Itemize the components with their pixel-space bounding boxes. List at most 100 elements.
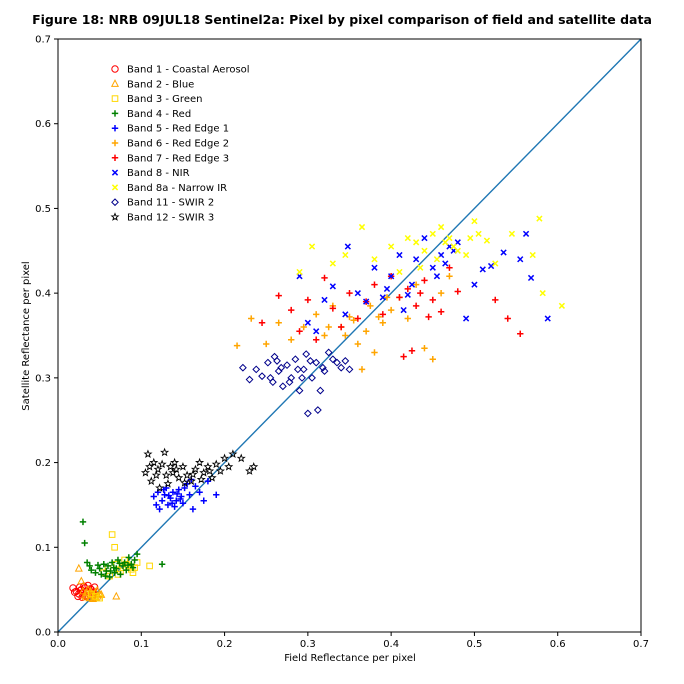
point-series-7-22 bbox=[429, 296, 436, 304]
point-series-2-15 bbox=[93, 585, 102, 594]
point-series-6-7 bbox=[312, 311, 320, 318]
point-series-7-19 bbox=[408, 347, 416, 354]
point-series-5-25 bbox=[213, 491, 220, 498]
point-series-4-5 bbox=[88, 566, 95, 574]
point-series-9-1 bbox=[296, 268, 303, 276]
point-series-10-22 bbox=[324, 348, 333, 357]
point-series-7-9 bbox=[337, 323, 345, 331]
point-series-8-26 bbox=[517, 256, 524, 263]
point-series-4-31 bbox=[131, 556, 138, 564]
y-tick-label-4: 0.4 bbox=[35, 289, 51, 300]
point-series-6-2 bbox=[248, 315, 255, 322]
point-series-1-21 bbox=[70, 588, 79, 596]
legend-marker-7 bbox=[111, 154, 119, 161]
x-tick-label-1: 0.1 bbox=[133, 639, 149, 650]
point-series-8-12 bbox=[388, 273, 395, 280]
legend-marker-3 bbox=[111, 95, 119, 102]
point-series-10-31 bbox=[293, 365, 302, 374]
point-series-10-34 bbox=[273, 357, 281, 365]
point-series-2-17 bbox=[97, 590, 106, 598]
point-series-10-4 bbox=[258, 372, 266, 381]
point-series-10-6 bbox=[268, 378, 277, 386]
point-series-5-12 bbox=[173, 497, 180, 504]
legend-marker-4 bbox=[111, 110, 119, 117]
point-series-8-10 bbox=[371, 264, 378, 271]
point-series-5-8 bbox=[164, 501, 172, 509]
point-series-8-7 bbox=[344, 243, 351, 250]
point-series-10-12 bbox=[291, 355, 300, 364]
point-series-9-8 bbox=[404, 234, 411, 242]
point-series-4-23 bbox=[129, 564, 137, 571]
point-series-6-17 bbox=[387, 306, 395, 314]
point-series-4-11 bbox=[104, 562, 112, 570]
point-series-7-24 bbox=[446, 264, 453, 271]
point-series-4-24 bbox=[133, 550, 141, 558]
x-tick-label-3: 0.3 bbox=[300, 639, 316, 650]
point-series-10-27 bbox=[345, 365, 354, 374]
point-series-8-24 bbox=[487, 262, 495, 270]
point-series-6-8 bbox=[321, 332, 328, 339]
point-series-7-14 bbox=[379, 311, 387, 318]
point-series-7-30 bbox=[425, 313, 432, 321]
point-series-10-16 bbox=[303, 409, 312, 418]
point-series-8-6 bbox=[342, 311, 349, 318]
point-series-5-11 bbox=[171, 503, 178, 510]
point-series-11-35 bbox=[188, 469, 198, 479]
point-series-7-18 bbox=[404, 285, 411, 293]
point-series-10-33 bbox=[318, 363, 327, 372]
point-series-11-4 bbox=[146, 476, 156, 486]
point-series-9-7 bbox=[388, 243, 395, 250]
point-series-2-1 bbox=[74, 563, 83, 572]
point-series-7-5 bbox=[304, 296, 312, 304]
legend-label-4: Band 4 - Red bbox=[127, 109, 191, 120]
point-series-6-6 bbox=[300, 323, 307, 331]
point-series-6-29 bbox=[325, 323, 332, 331]
point-series-5-5 bbox=[158, 497, 166, 504]
point-series-5-26 bbox=[165, 492, 172, 499]
point-series-9-23 bbox=[539, 290, 546, 297]
point-series-10-28 bbox=[266, 373, 275, 382]
point-series-11-20 bbox=[190, 464, 200, 474]
point-series-6-12 bbox=[354, 340, 362, 348]
point-series-4-6 bbox=[92, 569, 99, 576]
point-series-11-34 bbox=[180, 478, 190, 487]
point-series-4-17 bbox=[117, 571, 124, 578]
point-series-9-26 bbox=[450, 243, 457, 250]
point-series-7-3 bbox=[288, 306, 295, 314]
point-series-9-5 bbox=[358, 223, 366, 231]
point-series-9-20 bbox=[508, 230, 516, 237]
point-series-6-23 bbox=[437, 289, 445, 297]
point-series-10-13 bbox=[295, 386, 304, 395]
y-tick-label-6: 0.6 bbox=[35, 119, 51, 130]
point-series-9-22 bbox=[536, 215, 543, 222]
point-series-6-30 bbox=[375, 313, 382, 321]
point-series-6-22 bbox=[429, 356, 436, 363]
point-series-8-3 bbox=[313, 328, 320, 335]
y-tick-label-7: 0.7 bbox=[35, 35, 51, 46]
point-series-10-14 bbox=[299, 365, 308, 374]
point-series-6-21 bbox=[421, 345, 428, 352]
point-series-11-12 bbox=[163, 478, 173, 488]
point-series-5-28 bbox=[173, 490, 181, 498]
point-series-8-27 bbox=[522, 230, 530, 237]
point-series-5-6 bbox=[161, 491, 168, 498]
point-series-6-19 bbox=[404, 315, 411, 322]
point-series-10-15 bbox=[302, 350, 311, 359]
point-series-7-29 bbox=[417, 289, 424, 297]
point-series-8-30 bbox=[433, 273, 441, 280]
point-series-7-4 bbox=[296, 328, 303, 335]
point-series-2-13 bbox=[81, 592, 90, 601]
point-series-11-2 bbox=[143, 449, 153, 458]
point-series-11-28 bbox=[224, 462, 234, 471]
point-series-9-28 bbox=[417, 264, 424, 271]
point-series-6-20 bbox=[412, 281, 420, 288]
point-series-6-5 bbox=[288, 336, 295, 343]
point-series-5-18 bbox=[186, 491, 193, 498]
y-tick-label-2: 0.2 bbox=[35, 458, 51, 469]
point-series-4-18 bbox=[119, 562, 127, 570]
point-series-10-9 bbox=[278, 382, 287, 391]
point-series-8-33 bbox=[400, 306, 407, 314]
legend-label-6: Band 6 - Red Edge 2 bbox=[127, 139, 229, 150]
point-series-4-25 bbox=[158, 561, 166, 568]
